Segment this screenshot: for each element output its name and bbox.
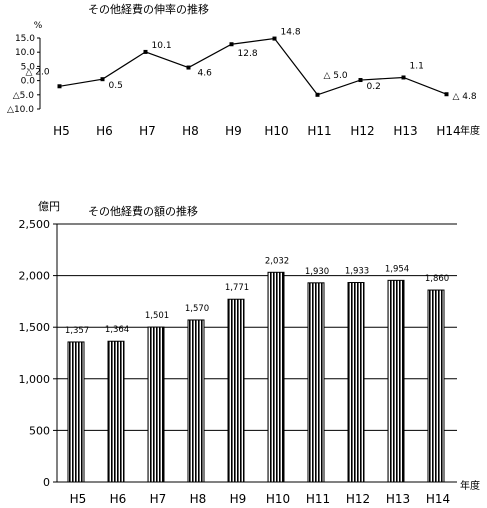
line-chart-x-tick-label: H14 [436, 124, 460, 138]
bar-chart-x-labels: H5 H6 H7 H8 H9 H10 H11 H12 H13 H14 [70, 492, 450, 506]
bar-chart-x-axis-title: 年度 [460, 479, 480, 492]
line-chart-unit: % [34, 21, 43, 31]
bar-chart-y-tick-label: 2,000 [19, 270, 51, 283]
bar-chart-bar [147, 326, 165, 483]
line-chart-point [143, 49, 148, 54]
line-chart-x-tick-label: H8 [182, 124, 199, 138]
bar-chart-x-tick-label: H11 [306, 492, 330, 506]
bar-chart-data-label: 1,357 [65, 326, 89, 336]
line-chart-point [57, 84, 62, 89]
bar-chart-x-tick-label: H10 [266, 492, 290, 506]
line-chart-point [444, 92, 449, 97]
bar-chart-x-tick-label: H7 [150, 492, 167, 506]
line-chart-data-label: △ 5.0 [324, 71, 348, 81]
line-chart-title: その他経費の伸率の推移 [88, 2, 209, 16]
line-chart-point [272, 36, 277, 41]
bar-chart-data-label: 1,771 [225, 283, 249, 293]
line-chart-x-axis-title: 年度 [460, 124, 480, 137]
bar-chart-data-label: 2,032 [265, 256, 289, 266]
bar-chart-y-tick-label: 2,500 [19, 218, 51, 231]
line-chart-y-axis: 15.0 10.0 5.0 0.0 △5.0 △10.0 [7, 34, 41, 115]
bar-chart-bar [387, 279, 405, 483]
bar-chart-data-label: 1,933 [345, 267, 369, 277]
line-chart-data-label: 4.6 [198, 69, 213, 79]
bar-chart-unit: 億円 [38, 200, 60, 213]
growth-rate-chart: その他経費の伸率の推移 % 15.0 10.0 5.0 0.0 △5.0 △10.0 △ … [7, 2, 480, 138]
bar-chart-x-tick-label: H12 [346, 492, 370, 506]
line-chart-y-tick-label: 5.0 [21, 62, 36, 72]
line-chart-y-tick-label: △10.0 [7, 105, 34, 115]
bar-chart-x-tick-label: H13 [386, 492, 410, 506]
line-chart-x-tick-label: H10 [264, 124, 288, 138]
line-chart-data-label: △ 2.0 [26, 67, 50, 77]
bar-chart-bar [347, 282, 365, 483]
bar-chart-y-tick-label: 1,000 [19, 373, 51, 386]
line-chart-x-tick-label: H12 [350, 124, 374, 138]
bar-chart-data-label: 1,501 [145, 311, 169, 321]
line-chart-series: △ 2.0 0.5 10.1 4.6 12.8 14.8 △ 5.0 0.2 1.1 △ 4.8 [26, 28, 477, 103]
bar-chart-y-tick-label: 1,500 [19, 321, 51, 334]
bar-chart-data-label: 1,364 [105, 325, 129, 335]
amount-chart: 億円 その他経費の額の推移 2,500 2,000 1,500 1,000 500 0 1… [19, 200, 481, 506]
bar-chart-data-label: 1,954 [385, 264, 409, 274]
bar-chart-bar [267, 271, 285, 483]
line-chart-y-tick-label: 15.0 [15, 34, 35, 44]
line-chart-data-label: 0.5 [109, 81, 123, 91]
bar-chart-y-axis: 2,500 2,000 1,500 1,000 500 0 [19, 218, 58, 489]
line-chart-x-tick-label: H6 [96, 124, 113, 138]
line-chart-data-label: △ 4.8 [453, 92, 477, 102]
bar-chart-x-tick-label: H9 [230, 492, 247, 506]
line-chart-point [358, 78, 363, 83]
line-chart-x-labels: H5 H6 H7 H8 H9 H10 H11 H12 H13 H14 [53, 124, 460, 138]
line-chart-data-label: 1.1 [410, 61, 424, 71]
line-chart-y-tick-label: 10.0 [15, 48, 35, 58]
line-chart-data-label: 10.1 [152, 41, 172, 51]
line-chart-y-tick-label: △5.0 [13, 91, 35, 101]
bar-chart-bar [107, 340, 125, 483]
line-chart-data-label: 12.8 [238, 49, 258, 59]
line-chart-x-tick-label: H7 [139, 124, 156, 138]
bar-chart-bar [307, 282, 325, 483]
line-chart-x-tick-label: H13 [393, 124, 417, 138]
line-chart-series-line [59, 37, 447, 96]
bar-chart-data-label: 1,930 [305, 267, 329, 277]
bar-chart-x-tick-label: H5 [70, 492, 87, 506]
bar-chart-bar [187, 319, 205, 483]
line-chart-point [315, 92, 320, 97]
bar-chart-bar [227, 298, 245, 483]
line-chart-x-tick-label: H9 [225, 124, 242, 138]
bar-chart-x-tick-label: H8 [190, 492, 207, 506]
bar-chart-x-tick-label: H6 [110, 492, 127, 506]
bar-chart-data-label: 1,570 [185, 304, 209, 314]
line-chart-x-tick-label: H11 [307, 124, 331, 138]
line-chart-x-tick-label: H5 [53, 124, 70, 138]
bar-chart-series: 1,357 1,364 1,501 1,570 1,771 2,032 1,930 1,933… [65, 256, 449, 483]
line-chart-data-label: 0.2 [367, 82, 381, 92]
line-chart-y-tick-label: 0.0 [21, 77, 36, 87]
bar-chart-title: その他経費の額の推移 [88, 204, 198, 218]
bar-chart-x-tick-label: H14 [426, 492, 450, 506]
line-chart-point [100, 77, 105, 82]
bar-chart-y-tick-label: 0 [43, 476, 50, 489]
line-chart-point [186, 65, 191, 70]
line-chart-point [229, 42, 234, 47]
bar-chart-data-label: 1,860 [425, 274, 449, 284]
bar-chart-bar [67, 341, 85, 483]
line-chart-point [401, 75, 406, 80]
bar-chart-bar [427, 289, 445, 483]
bar-chart-y-tick-label: 500 [29, 424, 50, 437]
line-chart-data-label: 14.8 [281, 28, 301, 38]
